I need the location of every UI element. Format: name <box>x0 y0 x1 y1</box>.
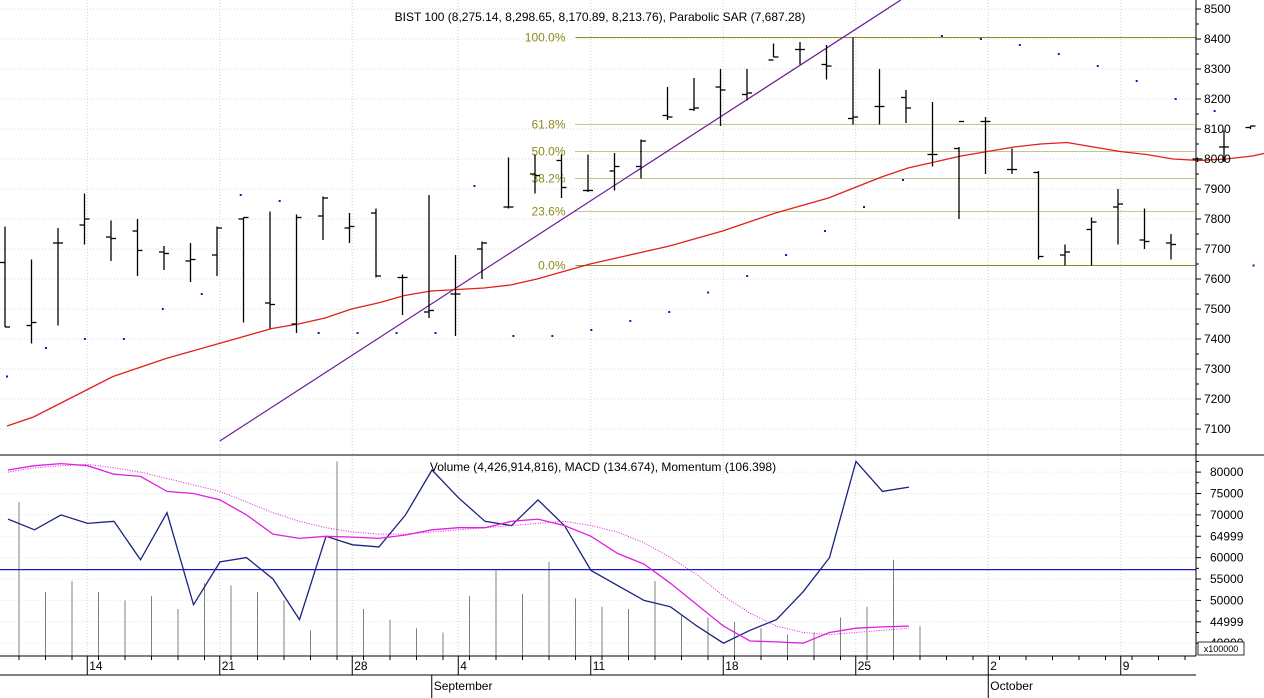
y-tick-label: 44999 <box>1210 615 1244 629</box>
multiplier-label: x100000 <box>1204 644 1239 654</box>
sar-dot <box>707 291 710 294</box>
fib-level-label: 50.0% <box>531 145 565 159</box>
x-tick-label: 21 <box>222 659 236 673</box>
sar-dot <box>83 338 86 340</box>
sar-dot <box>317 332 320 334</box>
sar-dot <box>44 347 47 349</box>
y-tick-label: 7400 <box>1204 332 1231 346</box>
sar-dot <box>356 332 359 334</box>
y-tick-label: 7600 <box>1204 272 1231 286</box>
multiplier-box <box>1197 641 1245 656</box>
sar-dot <box>668 311 671 313</box>
price-panel-title: BIST 100 (8,275.14, 8,298.65, 8,170.89, … <box>395 10 806 24</box>
sar-dot <box>1174 98 1177 100</box>
x-tick-label: 28 <box>354 659 368 673</box>
sar-dot <box>1213 110 1216 112</box>
sar-dot <box>161 308 164 310</box>
y-tick-label: 8000 <box>1204 152 1231 166</box>
indicator-series-line <box>7 460 910 644</box>
y-tick-label: 55000 <box>1210 572 1244 586</box>
sar-dot <box>1096 65 1099 67</box>
y-tick-label: 7200 <box>1204 392 1231 406</box>
sar-dot <box>6 375 8 378</box>
fib-level-label: 38.2% <box>531 172 565 186</box>
fib-level-label: 61.8% <box>531 118 565 132</box>
sar-dot <box>901 179 904 181</box>
sar-dot <box>629 320 632 322</box>
y-tick-label: 8500 <box>1204 2 1231 16</box>
x-tick-label: 4 <box>460 659 467 673</box>
sar-dot <box>863 206 866 208</box>
sar-dot <box>1018 44 1021 46</box>
x-tick-label: 9 <box>1123 659 1130 673</box>
sar-dot <box>122 338 125 340</box>
y-tick-label: 70000 <box>1210 508 1244 522</box>
trend-line <box>219 0 902 442</box>
y-tick-label: 50000 <box>1210 593 1244 607</box>
y-tick-label: 8400 <box>1204 32 1231 46</box>
sar-dot <box>200 293 203 295</box>
indicator-series-line <box>7 463 910 636</box>
sar-dot <box>278 200 281 202</box>
sar-dot <box>434 332 437 334</box>
y-tick-label: 60000 <box>1210 551 1244 565</box>
month-label: October <box>990 679 1033 693</box>
moving-average-line <box>6 141 1264 427</box>
y-tick-label: 75000 <box>1210 486 1244 500</box>
sar-dot <box>1135 80 1138 82</box>
sar-dot <box>824 230 827 232</box>
y-tick-label: 8300 <box>1204 62 1231 76</box>
sar-dot <box>512 335 515 337</box>
y-tick-label: 8200 <box>1204 92 1231 106</box>
y-tick-label: 7300 <box>1204 362 1231 376</box>
sar-dot <box>979 38 982 40</box>
x-tick-label: 14 <box>89 659 103 673</box>
fib-level-label: 100.0% <box>525 31 566 45</box>
indicator-panel-title: Volume (4,426,914,816), MACD (134.674), … <box>430 460 776 474</box>
y-tick-label: 7500 <box>1204 302 1231 316</box>
fib-level-label: 0.0% <box>538 259 566 273</box>
indicator-series-line <box>7 462 910 644</box>
x-tick-label: 2 <box>990 659 997 673</box>
sar-dot <box>590 329 593 331</box>
sar-dot <box>1057 53 1060 55</box>
y-tick-label: 8100 <box>1204 122 1231 136</box>
y-tick-label: 7700 <box>1204 242 1231 256</box>
x-tick-label: 18 <box>725 659 739 673</box>
sar-dot <box>785 254 788 256</box>
sar-dot <box>940 35 943 37</box>
y-tick-label: 80000 <box>1210 465 1244 479</box>
y-tick-label: 7100 <box>1204 422 1231 436</box>
y-tick-label: 64999 <box>1210 529 1244 543</box>
sar-dot <box>1252 264 1255 267</box>
y-tick-label: 7800 <box>1204 212 1231 226</box>
y-tick-label: 7900 <box>1204 182 1231 196</box>
sar-dot <box>746 275 749 277</box>
x-tick-label: 11 <box>593 659 606 673</box>
fib-level-label: 23.6% <box>531 205 565 219</box>
sar-dot <box>239 194 242 196</box>
sar-dot <box>395 332 398 334</box>
month-label: September <box>434 679 493 693</box>
x-tick-label: 25 <box>858 659 872 673</box>
sar-dot <box>551 335 554 337</box>
sar-dot <box>473 185 476 187</box>
